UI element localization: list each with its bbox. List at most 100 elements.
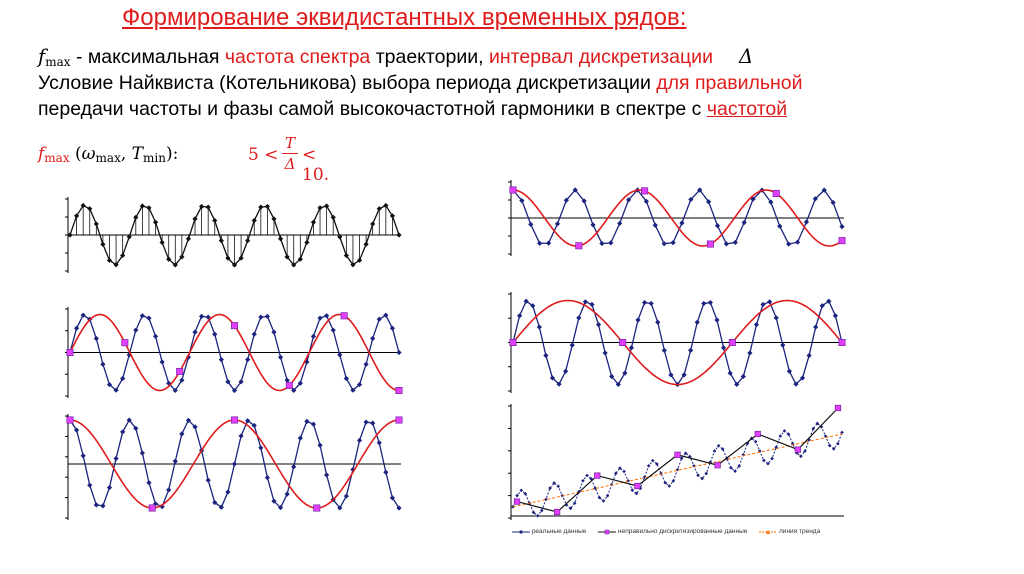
real-data-point [304,359,310,365]
formula-lhs: 5 < [248,145,279,165]
real-data-point [87,482,93,488]
real-data-point [304,418,310,424]
real-data-point [554,221,561,227]
real-data-point [100,503,106,509]
nyquist-red-text: для правильной [656,72,803,94]
chart-aliasing-middle-left [65,307,403,398]
real-data-point [396,349,402,356]
real-data-point [212,499,218,506]
aliased-sample-marker [594,472,601,479]
aliased-sample-marker [231,416,239,424]
aliased-sample-marker [313,504,321,512]
real-data-point [324,472,330,478]
real-data-point [651,458,655,463]
real-data-point [317,442,323,448]
real-data-point [396,505,402,511]
real-data-point [648,300,654,307]
nyquist-text: Условие Найквиста (Котельникова) выбора … [38,72,657,94]
aliased-sample-marker [838,338,846,346]
real-data-point [564,503,569,507]
aliased-sample-marker [395,387,403,395]
real-data-point [120,375,126,382]
real-data-point [356,437,363,444]
real-data-point [166,487,172,493]
real-data-point [812,196,818,202]
real-data-point [589,477,593,481]
real-data-point [642,475,647,479]
real-data-point [152,219,159,225]
real-data-point [383,469,389,475]
real-data-point [786,241,792,247]
real-data-point [803,219,810,225]
real-data-point [720,345,727,351]
real-data-point [688,454,692,459]
aliased-sample-marker [513,498,521,505]
real-data-point [179,431,185,437]
real-data-point [767,299,773,305]
real-data-point [794,239,801,245]
real-data-point [753,439,758,444]
real-data-point [590,222,596,228]
real-data-point [120,429,126,435]
real-data-point [638,486,643,491]
real-data-point [770,456,774,461]
transfer-red-text: частотой [706,98,788,120]
real-data-point [700,476,704,481]
real-data-point [694,319,700,325]
real-data-point [152,333,159,339]
real-data-point [159,239,165,246]
real-data-point [563,368,569,374]
aliased-sample-marker [772,189,780,197]
real-data-point [258,445,264,451]
real-data-point [803,449,807,453]
real-data-point [376,440,382,446]
real-data-point [389,325,396,331]
real-data-point [622,370,628,376]
real-data-point [568,506,573,511]
real-data-point [813,324,819,330]
real-data-point [199,203,205,210]
real-data-point [768,199,774,205]
real-data-point [599,240,605,247]
real-data-point [251,422,257,429]
real-data-point [159,504,165,510]
real-data-point [356,257,363,263]
aliased-series-line [516,407,839,513]
aliased-sample-marker [231,322,239,330]
real-data-point [605,493,610,498]
chart-aliasing-bottom-left [65,414,403,520]
delta-symbol: Δ [738,45,754,68]
real-data-point [100,241,106,247]
aliased-sample-marker [794,446,801,453]
real-data-point [712,449,717,453]
real-data-point [343,493,349,499]
real-data-point [297,435,303,441]
real-data-point [218,357,224,363]
real-data-point [536,324,542,330]
aliased-sample-marker [121,339,129,347]
real-data-point [225,489,231,495]
real-data-point [747,350,753,356]
real-data-point [537,240,543,246]
aliased-sample-marker [619,338,627,346]
real-data-point [635,317,641,323]
real-data-point [652,222,658,228]
aliased-sample-marker [834,404,842,412]
real-data-point [291,464,297,470]
aliased-series-line [512,299,843,386]
real-data-point [172,458,178,464]
aliased-sample-marker [838,237,846,245]
real-data-point [777,223,783,229]
aliased-sample-marker [554,508,561,516]
real-data-point [80,453,86,459]
real-data-point [670,240,676,246]
real-data-point [519,488,524,493]
chart-aliasing-middle-right [508,292,846,393]
real-data-point [179,377,185,383]
real-data-point [646,464,651,468]
real-data-point [238,433,244,439]
aliased-sample-marker [641,187,649,195]
real-data-point [297,380,303,386]
real-data-point [569,342,575,348]
real-series-line [512,188,843,245]
